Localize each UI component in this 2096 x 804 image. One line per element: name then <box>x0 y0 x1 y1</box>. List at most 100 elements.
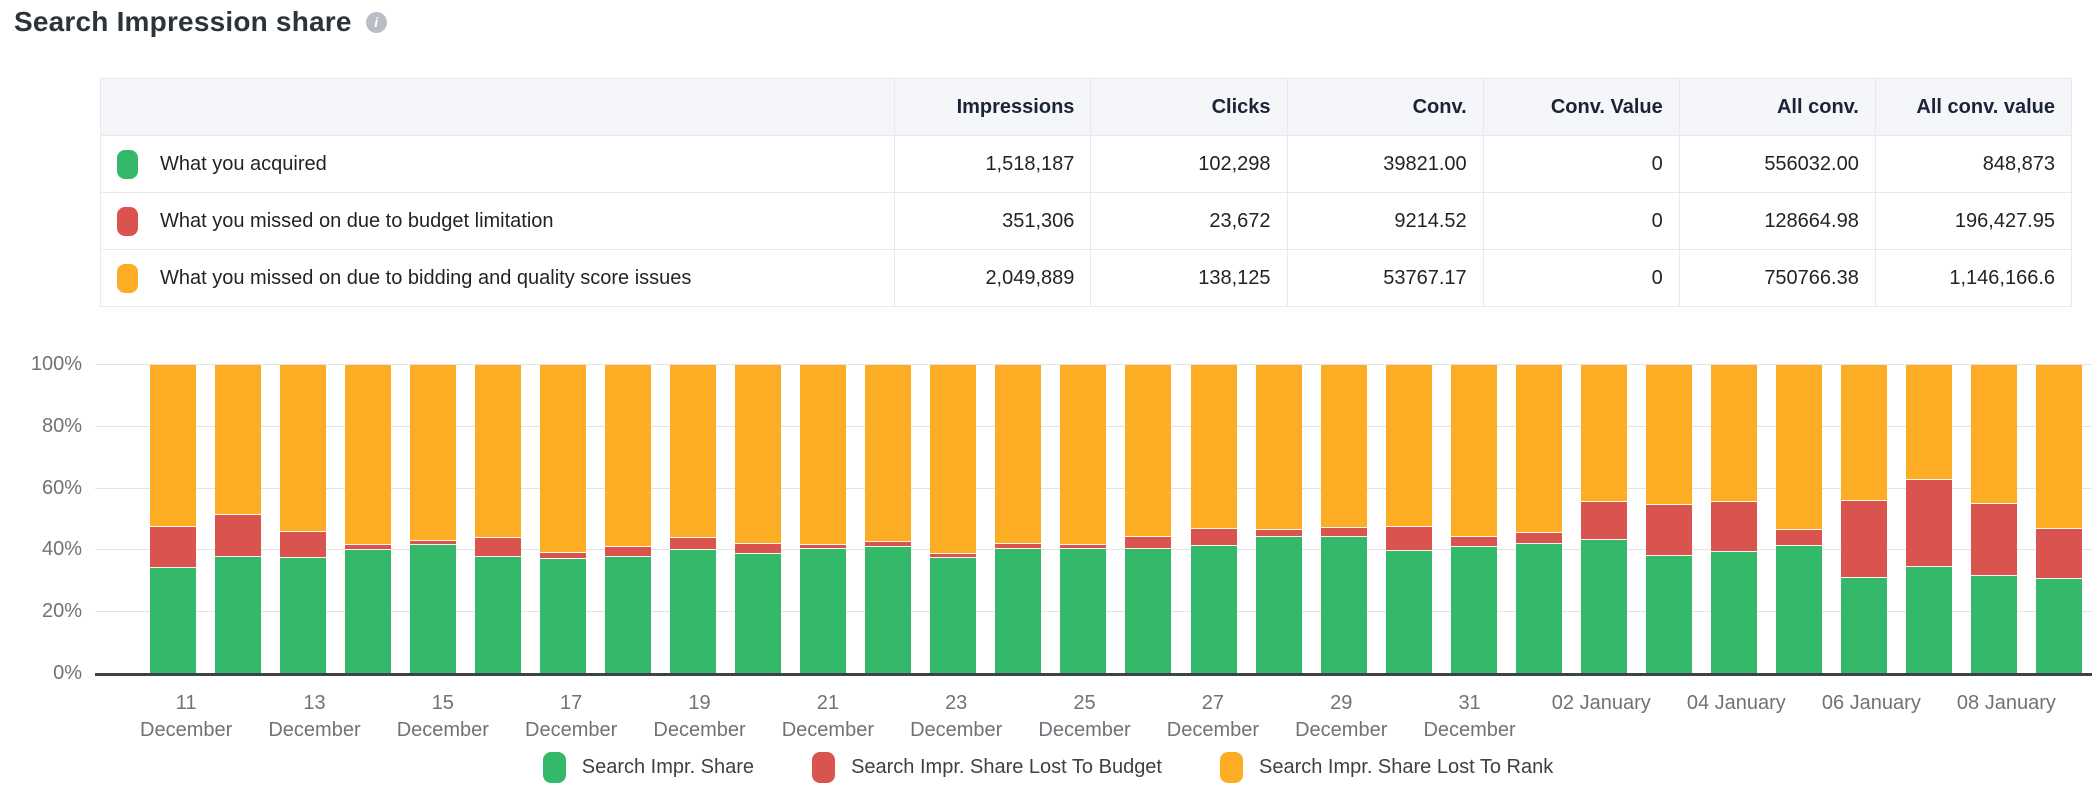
segment-share[interactable] <box>605 557 651 674</box>
segment-share[interactable] <box>280 558 326 674</box>
segment-share[interactable] <box>1451 547 1497 674</box>
segment-lost-to-budget[interactable] <box>1191 529 1237 546</box>
segment-share[interactable] <box>150 568 196 674</box>
stacked-bar-06-january[interactable] <box>1841 365 1887 674</box>
segment-lost-to-rank[interactable] <box>1906 365 1952 480</box>
segment-share[interactable] <box>670 550 716 674</box>
segment-share[interactable] <box>2036 579 2082 674</box>
col-header-impressions[interactable]: Impressions <box>895 79 1091 136</box>
segment-lost-to-budget[interactable] <box>1776 530 1822 546</box>
segment-lost-to-budget[interactable] <box>1581 502 1627 540</box>
segment-share[interactable] <box>865 547 911 674</box>
segment-lost-to-budget[interactable] <box>1841 501 1887 578</box>
segment-lost-to-rank[interactable] <box>1841 365 1887 501</box>
segment-share[interactable] <box>345 550 391 674</box>
stacked-bar-31-december[interactable] <box>1451 365 1497 674</box>
segment-lost-to-rank[interactable] <box>1971 365 2017 504</box>
segment-lost-to-rank[interactable] <box>1646 365 1692 505</box>
segment-lost-to-rank[interactable] <box>540 365 586 553</box>
segment-share[interactable] <box>410 545 456 674</box>
stacked-bar-03-january[interactable] <box>1646 365 1692 674</box>
stacked-bar-19-december[interactable] <box>670 365 716 674</box>
segment-lost-to-rank[interactable] <box>1256 365 1302 530</box>
segment-share[interactable] <box>1125 549 1171 674</box>
segment-lost-to-budget[interactable] <box>1971 504 2017 576</box>
stacked-bar-05-january[interactable] <box>1776 365 1822 674</box>
stacked-bar-02-january[interactable] <box>1581 365 1627 674</box>
segment-lost-to-rank[interactable] <box>1060 365 1106 545</box>
segment-share[interactable] <box>215 557 261 674</box>
segment-lost-to-rank[interactable] <box>1191 365 1237 529</box>
stacked-bar-16-december[interactable] <box>475 365 521 674</box>
stacked-bar-18-december[interactable] <box>605 365 651 674</box>
stacked-bar-28-december[interactable] <box>1256 365 1302 674</box>
stacked-bar-30-december[interactable] <box>1386 365 1432 674</box>
legend-item-rank[interactable]: Search Impr. Share Lost To Rank <box>1220 752 1553 783</box>
segment-lost-to-rank[interactable] <box>2036 365 2082 529</box>
segment-lost-to-rank[interactable] <box>1581 365 1627 502</box>
segment-lost-to-rank[interactable] <box>345 365 391 545</box>
stacked-bar-08-january[interactable] <box>1971 365 2017 674</box>
segment-lost-to-budget[interactable] <box>1321 528 1367 537</box>
stacked-bar-14-december[interactable] <box>345 365 391 674</box>
legend-item-share[interactable]: Search Impr. Share <box>543 752 754 783</box>
stacked-bar-01-january[interactable] <box>1516 365 1562 674</box>
segment-lost-to-budget[interactable] <box>735 544 781 554</box>
segment-lost-to-rank[interactable] <box>800 365 846 545</box>
segment-share[interactable] <box>735 554 781 674</box>
segment-lost-to-rank[interactable] <box>150 365 196 527</box>
segment-lost-to-rank[interactable] <box>1451 365 1497 537</box>
segment-share[interactable] <box>930 558 976 674</box>
segment-lost-to-budget[interactable] <box>215 515 261 557</box>
segment-lost-to-budget[interactable] <box>605 547 651 557</box>
segment-share[interactable] <box>1906 567 1952 674</box>
segment-share[interactable] <box>1581 540 1627 674</box>
stacked-bar-04-january[interactable] <box>1711 365 1757 674</box>
stacked-bar-27-december[interactable] <box>1191 365 1237 674</box>
segment-lost-to-rank[interactable] <box>1321 365 1367 528</box>
segment-lost-to-rank[interactable] <box>865 365 911 542</box>
segment-lost-to-rank[interactable] <box>735 365 781 544</box>
segment-share[interactable] <box>1711 552 1757 674</box>
info-icon[interactable]: i <box>366 12 387 33</box>
segment-lost-to-rank[interactable] <box>670 365 716 538</box>
stacked-bar-15-december[interactable] <box>410 365 456 674</box>
segment-lost-to-rank[interactable] <box>475 365 521 538</box>
col-header-conv[interactable]: Conv. <box>1287 79 1483 136</box>
segment-lost-to-budget[interactable] <box>1711 502 1757 553</box>
stacked-bar-11-december[interactable] <box>150 365 196 674</box>
segment-lost-to-rank[interactable] <box>1711 365 1757 502</box>
stacked-bar-13-december[interactable] <box>280 365 326 674</box>
segment-lost-to-rank[interactable] <box>1776 365 1822 530</box>
segment-lost-to-budget[interactable] <box>1516 533 1562 544</box>
segment-share[interactable] <box>1321 537 1367 675</box>
segment-share[interactable] <box>1191 546 1237 674</box>
segment-lost-to-budget[interactable] <box>670 538 716 550</box>
stacked-bar-29-december[interactable] <box>1321 365 1367 674</box>
segment-lost-to-rank[interactable] <box>1125 365 1171 537</box>
col-header-conv-value[interactable]: Conv. Value <box>1483 79 1679 136</box>
segment-share[interactable] <box>1256 537 1302 675</box>
segment-share[interactable] <box>1516 544 1562 674</box>
segment-share[interactable] <box>1841 578 1887 674</box>
segment-share[interactable] <box>540 559 586 674</box>
stacked-bar-25-december[interactable] <box>1060 365 1106 674</box>
segment-lost-to-rank[interactable] <box>215 365 261 515</box>
segment-lost-to-rank[interactable] <box>1386 365 1432 527</box>
segment-lost-to-rank[interactable] <box>995 365 1041 544</box>
stacked-bar-23-december[interactable] <box>930 365 976 674</box>
segment-lost-to-rank[interactable] <box>280 365 326 532</box>
col-header-clicks[interactable]: Clicks <box>1091 79 1287 136</box>
segment-lost-to-budget[interactable] <box>475 538 521 557</box>
segment-lost-to-budget[interactable] <box>1906 480 1952 567</box>
segment-share[interactable] <box>995 549 1041 674</box>
segment-share[interactable] <box>1776 546 1822 674</box>
segment-lost-to-rank[interactable] <box>605 365 651 547</box>
segment-lost-to-budget[interactable] <box>1646 505 1692 556</box>
col-header-all-conv-value[interactable]: All conv. value <box>1875 79 2071 136</box>
col-header-all-conv[interactable]: All conv. <box>1679 79 1875 136</box>
segment-share[interactable] <box>1060 549 1106 674</box>
segment-share[interactable] <box>1971 576 2017 674</box>
stacked-bar-07-january[interactable] <box>1906 365 1952 674</box>
segment-lost-to-budget[interactable] <box>280 532 326 559</box>
